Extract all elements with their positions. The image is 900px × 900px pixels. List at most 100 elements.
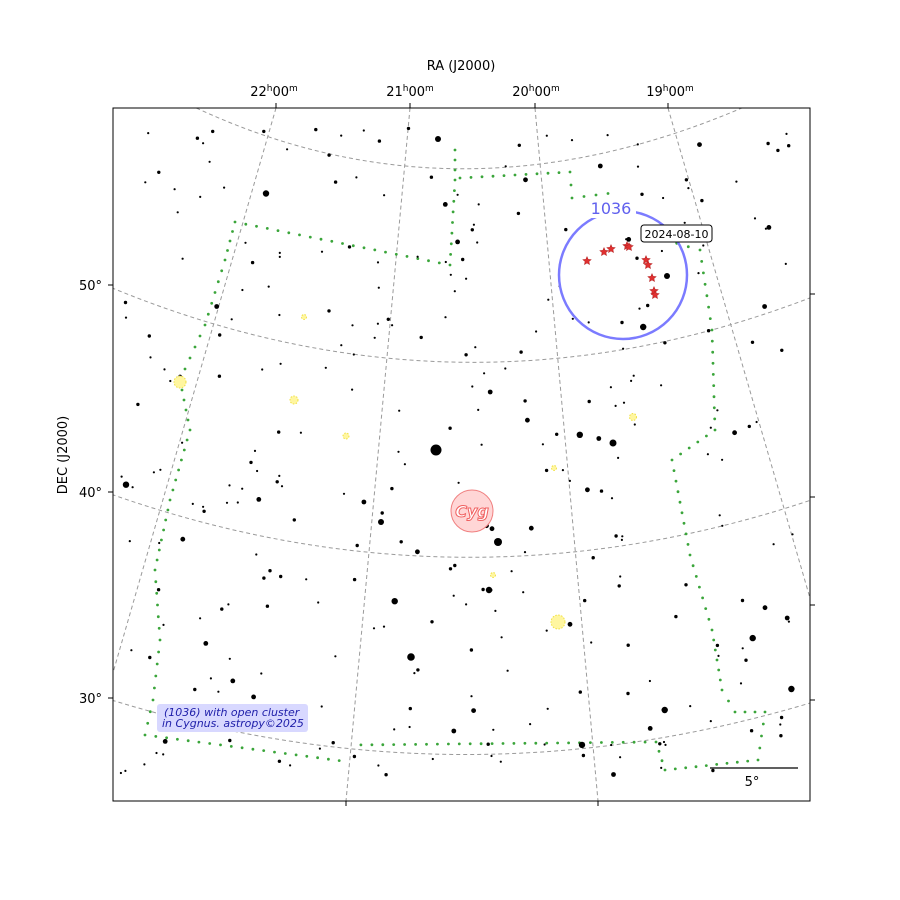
star — [461, 257, 465, 262]
boundary-dot — [621, 740, 625, 744]
star — [119, 771, 122, 775]
boundary-dot — [351, 244, 355, 248]
star — [202, 505, 205, 508]
star — [191, 502, 194, 505]
star — [430, 620, 434, 624]
star — [398, 409, 401, 412]
star — [732, 430, 737, 436]
boundary-dot — [174, 478, 178, 482]
star — [660, 249, 664, 253]
star — [620, 538, 624, 542]
star — [131, 486, 134, 489]
star — [256, 497, 262, 502]
boundary-dot — [171, 488, 175, 492]
star — [268, 569, 272, 573]
star — [376, 322, 379, 325]
boundary-dot — [713, 428, 717, 432]
constellation-marker: Cyg — [450, 489, 494, 533]
target-label: 1036 — [591, 199, 632, 218]
boundary-dot — [491, 174, 495, 178]
star — [640, 323, 647, 331]
star — [626, 691, 630, 696]
star — [391, 324, 394, 327]
boundary-dot — [157, 626, 161, 630]
boundary-dot — [405, 255, 409, 258]
star — [408, 725, 411, 729]
star — [622, 401, 626, 404]
boundary-dot — [233, 220, 237, 224]
ra-grid-21h — [345, 108, 411, 801]
star — [218, 333, 222, 337]
star — [416, 255, 419, 258]
star — [241, 487, 244, 490]
star — [455, 239, 460, 245]
boundary-dot — [672, 469, 676, 472]
star — [635, 256, 639, 260]
star — [230, 318, 233, 321]
boundary-dot — [283, 752, 287, 755]
boundary-dot — [153, 568, 157, 572]
star — [464, 353, 468, 357]
star — [683, 221, 686, 224]
boundary-dot — [606, 192, 610, 195]
star — [199, 195, 202, 198]
boundary-dot — [186, 418, 190, 422]
star — [279, 362, 282, 365]
star — [716, 409, 719, 412]
star — [576, 431, 583, 438]
star — [494, 609, 497, 613]
star — [500, 636, 503, 639]
boundary-dot — [594, 193, 598, 197]
star — [585, 487, 590, 493]
boundary-dot — [674, 479, 678, 483]
boundary-dot — [758, 746, 762, 750]
star — [610, 743, 613, 747]
star — [292, 518, 296, 522]
star — [217, 690, 220, 693]
boundary-dot — [546, 171, 550, 175]
star — [169, 379, 172, 383]
target-label-bg — [584, 198, 636, 218]
star — [648, 679, 652, 683]
star — [305, 578, 308, 581]
star — [762, 304, 767, 309]
boundary-dot — [251, 747, 255, 751]
boundary-dot — [569, 183, 573, 187]
star — [709, 426, 712, 429]
boundary-dot — [600, 741, 603, 744]
star — [784, 262, 787, 265]
star — [408, 706, 412, 711]
star — [228, 738, 232, 743]
asteroid-position — [624, 241, 634, 252]
star — [590, 641, 593, 644]
star — [444, 260, 447, 264]
boundary-dot — [535, 172, 539, 176]
bright-star — [435, 136, 441, 142]
star — [181, 257, 184, 260]
boundary-dot — [228, 239, 232, 243]
star — [262, 576, 266, 580]
star — [523, 399, 527, 403]
boundary-dot — [712, 395, 716, 399]
boundary-dot — [197, 740, 201, 744]
star — [299, 431, 302, 434]
boundary-dot — [761, 722, 765, 726]
star — [749, 729, 754, 733]
star — [529, 723, 532, 726]
asteroid-position — [582, 255, 592, 266]
star — [591, 556, 595, 560]
star — [779, 715, 784, 720]
star — [355, 543, 359, 548]
star — [510, 570, 513, 573]
boundary-dot — [160, 538, 163, 542]
boundary-dot — [448, 263, 452, 267]
boundary-dot — [711, 350, 715, 354]
deep-sky-object — [173, 375, 187, 389]
boundary-dot — [436, 742, 439, 746]
boundary-dot — [727, 699, 730, 703]
boundary-dot — [157, 548, 161, 552]
date-label: 2024-08-10 — [645, 228, 709, 241]
caption-line-1: (1036) with open cluster — [164, 706, 301, 719]
star — [340, 134, 343, 137]
star — [471, 708, 476, 713]
